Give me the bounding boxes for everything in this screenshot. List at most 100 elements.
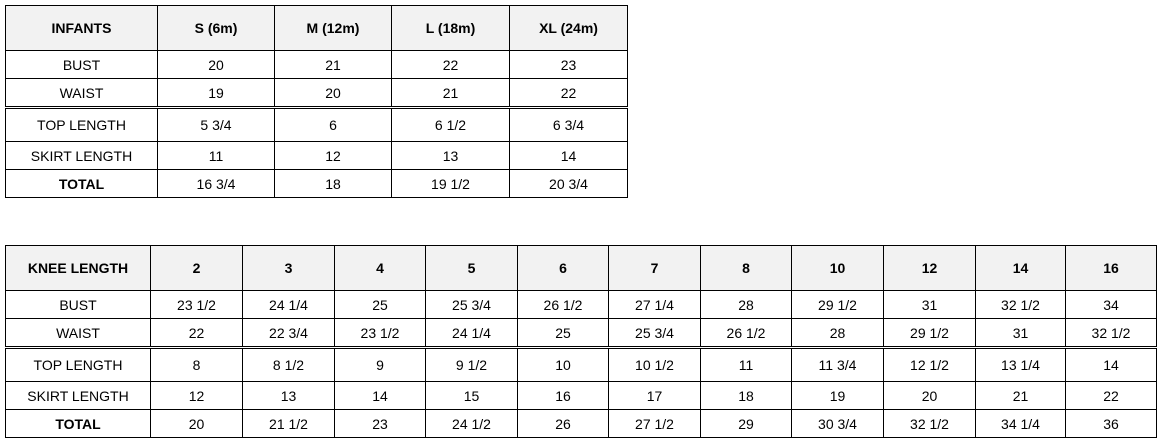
measurement-cell: 8 — [150, 346, 243, 382]
measurement-cell: 13 — [391, 141, 510, 170]
size-header-cell: 8 — [700, 245, 792, 291]
row-label-cell: TOTAL — [5, 409, 151, 438]
size-header-cell: 12 — [883, 245, 976, 291]
measurement-cell: 5 3/4 — [157, 106, 275, 142]
size-header-cell: 4 — [334, 245, 426, 291]
measurement-cell: 20 — [883, 381, 976, 410]
measurement-cell: 6 1/2 — [391, 106, 510, 142]
size-header-cell: 10 — [791, 245, 884, 291]
size-header-cell: M (12m) — [274, 5, 392, 51]
measurement-cell: 19 — [157, 78, 275, 108]
measurement-cell: 23 1/2 — [334, 318, 426, 348]
row-label-cell: TOTAL — [5, 169, 158, 198]
measurement-cell: 32 1/2 — [883, 409, 976, 438]
measurement-cell: 14 — [509, 141, 628, 170]
measurement-cell: 28 — [700, 290, 792, 319]
measurement-cell: 26 — [517, 409, 609, 438]
measurement-cell: 31 — [975, 318, 1066, 348]
size-header-cell: 16 — [1065, 245, 1157, 291]
table-row: TOTAL 20 21 1/2 23 24 1/2 26 27 1/2 29 30 3/4 32 … — [5, 409, 1157, 438]
row-label-cell: BUST — [5, 290, 151, 319]
measurement-cell: 6 3/4 — [509, 106, 628, 142]
knee-length-size-table: KNEE LENGTH 2 3 4 5 6 7 8 10 12 14 16 BUST 23 1/2 24 1… — [5, 245, 1157, 438]
table-row: SKIRT LENGTH 11 12 13 14 — [5, 141, 628, 170]
measurement-cell: 23 — [334, 409, 426, 438]
measurement-cell: 34 — [1065, 290, 1157, 319]
table-row: WAIST 22 22 3/4 23 1/2 24 1/4 25 25 3/4 26 1/2 2… — [5, 318, 1157, 348]
measurement-cell: 18 — [274, 169, 392, 198]
measurement-cell: 6 — [274, 106, 392, 142]
table-title-cell: INFANTS — [5, 5, 158, 51]
measurement-cell: 32 1/2 — [1065, 318, 1157, 348]
measurement-cell: 25 3/4 — [425, 290, 518, 319]
measurement-cell: 10 1/2 — [608, 346, 701, 382]
row-label-cell: TOP LENGTH — [5, 346, 151, 382]
size-header-cell: L (18m) — [391, 5, 510, 51]
measurement-cell: 10 — [517, 346, 609, 382]
measurement-cell: 12 1/2 — [883, 346, 976, 382]
measurement-cell: 18 — [700, 381, 792, 410]
measurement-cell: 19 1/2 — [391, 169, 510, 198]
measurement-cell: 29 1/2 — [883, 318, 976, 348]
measurement-cell: 23 — [509, 50, 628, 79]
measurement-cell: 24 1/4 — [242, 290, 335, 319]
size-header-cell: 7 — [608, 245, 701, 291]
row-label-cell: WAIST — [5, 318, 151, 348]
measurement-cell: 13 — [242, 381, 335, 410]
row-label-cell: WAIST — [5, 78, 158, 108]
measurement-cell: 21 1/2 — [242, 409, 335, 438]
measurement-cell: 11 3/4 — [791, 346, 884, 382]
size-header-cell: XL (24m) — [509, 5, 628, 51]
measurement-cell: 20 3/4 — [509, 169, 628, 198]
table-row: SKIRT LENGTH 12 13 14 15 16 17 18 19 20 21 22 — [5, 381, 1157, 410]
measurement-cell: 22 — [509, 78, 628, 108]
table-row: BUST 20 21 22 23 — [5, 50, 628, 79]
row-label-cell: TOP LENGTH — [5, 106, 158, 142]
measurement-cell: 13 1/4 — [975, 346, 1066, 382]
measurement-cell: 21 — [274, 50, 392, 79]
measurement-cell: 24 1/4 — [425, 318, 518, 348]
measurement-cell: 25 3/4 — [608, 318, 701, 348]
measurement-cell: 31 — [883, 290, 976, 319]
measurement-cell: 29 — [700, 409, 792, 438]
measurement-cell: 26 1/2 — [700, 318, 792, 348]
measurement-cell: 29 1/2 — [791, 290, 884, 319]
table-row: TOP LENGTH 5 3/4 6 6 1/2 6 3/4 — [5, 106, 628, 142]
measurement-cell: 14 — [1065, 346, 1157, 382]
size-header-cell: 6 — [517, 245, 609, 291]
size-header-cell: 3 — [242, 245, 335, 291]
measurement-cell: 19 — [791, 381, 884, 410]
header-row: INFANTS S (6m) M (12m) L (18m) XL (24m) — [5, 5, 628, 51]
measurement-cell: 16 — [517, 381, 609, 410]
measurement-cell: 34 1/4 — [975, 409, 1066, 438]
row-label-cell: SKIRT LENGTH — [5, 381, 151, 410]
row-label-cell: BUST — [5, 50, 158, 79]
measurement-cell: 24 1/2 — [425, 409, 518, 438]
size-header-cell: 5 — [425, 245, 518, 291]
measurement-cell: 12 — [150, 381, 243, 410]
measurement-cell: 32 1/2 — [975, 290, 1066, 319]
measurement-cell: 9 — [334, 346, 426, 382]
measurement-cell: 25 — [334, 290, 426, 319]
measurement-cell: 36 — [1065, 409, 1157, 438]
table-row: BUST 23 1/2 24 1/4 25 25 3/4 26 1/2 27 1/4 28 29… — [5, 290, 1157, 319]
measurement-cell: 15 — [425, 381, 518, 410]
measurement-cell: 30 3/4 — [791, 409, 884, 438]
measurement-cell: 20 — [274, 78, 392, 108]
size-header-cell: 14 — [975, 245, 1066, 291]
infants-size-table: INFANTS S (6m) M (12m) L (18m) XL (24m) BUST 2… — [5, 5, 628, 198]
measurement-cell: 21 — [975, 381, 1066, 410]
measurement-cell: 11 — [700, 346, 792, 382]
measurement-cell: 27 1/4 — [608, 290, 701, 319]
measurement-cell: 22 — [391, 50, 510, 79]
measurement-cell: 20 — [157, 50, 275, 79]
measurement-cell: 21 — [391, 78, 510, 108]
measurement-cell: 17 — [608, 381, 701, 410]
measurement-cell: 12 — [274, 141, 392, 170]
table-row: TOP LENGTH 8 8 1/2 9 9 1/2 10 10 1/2 11 11 3/4 12… — [5, 346, 1157, 382]
measurement-cell: 22 — [150, 318, 243, 348]
measurement-cell: 9 1/2 — [425, 346, 518, 382]
measurement-cell: 16 3/4 — [157, 169, 275, 198]
measurement-cell: 23 1/2 — [150, 290, 243, 319]
table-row: TOTAL 16 3/4 18 19 1/2 20 3/4 — [5, 169, 628, 198]
